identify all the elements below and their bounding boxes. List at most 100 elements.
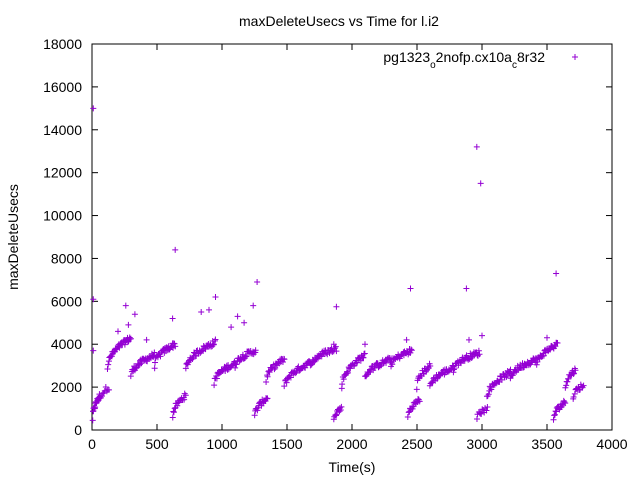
data-point-outlier	[122, 302, 129, 309]
data-point	[580, 382, 587, 389]
data-point	[551, 411, 558, 418]
data-point-outlier	[143, 336, 150, 343]
chart-title: maxDeleteUsecs vs Time for l.i2	[239, 13, 439, 29]
data-point	[172, 343, 179, 350]
data-point	[333, 411, 340, 418]
data-point-outlier	[198, 309, 205, 316]
y-axis-label: maxDeleteUsecs	[5, 184, 21, 290]
y-tick-label: 4000	[51, 336, 82, 352]
data-point	[318, 353, 325, 360]
data-point	[485, 391, 492, 398]
axis-ticks: 0 500 1000 1500 2000 2500 3000 3500 4000 0 2000 400…	[43, 36, 628, 452]
data-point	[554, 340, 561, 347]
data-point	[337, 407, 344, 414]
data-point	[409, 405, 416, 412]
data-point	[361, 350, 368, 357]
y-tick-label: 2000	[51, 379, 82, 395]
data-point	[189, 355, 196, 362]
data-point	[133, 365, 140, 372]
data-point	[479, 406, 486, 413]
y-tick-label: 18000	[43, 36, 82, 52]
data-point	[553, 408, 560, 415]
data-point	[182, 392, 189, 399]
data-point-outlier	[90, 347, 97, 354]
data-point	[551, 412, 558, 419]
data-point	[171, 405, 178, 412]
y-tick-label: 16000	[43, 79, 82, 95]
data-points	[89, 105, 587, 424]
data-point	[473, 416, 480, 423]
data-point	[105, 361, 112, 368]
data-point-outlier	[333, 303, 340, 310]
data-point	[211, 382, 218, 389]
data-point	[243, 353, 250, 360]
data-point-outlier	[403, 336, 410, 343]
data-point	[416, 398, 423, 405]
x-tick-label: 3000	[466, 436, 497, 452]
data-point	[98, 393, 105, 400]
data-point	[202, 346, 209, 353]
data-point	[408, 346, 415, 353]
legend-entry-label: pg1323o2nofp.cx10ac8r32	[383, 49, 545, 71]
data-point-outlier	[206, 306, 212, 313]
data-point	[293, 369, 300, 376]
data-point-outlier	[234, 313, 241, 320]
data-point	[563, 382, 570, 389]
data-point	[168, 343, 175, 350]
data-point	[570, 394, 577, 401]
data-point	[468, 354, 475, 361]
data-point	[210, 341, 217, 348]
data-point-outlier	[90, 296, 97, 303]
data-point	[540, 352, 547, 359]
y-tick-label: 6000	[51, 293, 82, 309]
data-point	[213, 375, 220, 382]
data-point	[313, 356, 320, 363]
data-point	[389, 361, 396, 368]
data-point	[275, 359, 282, 366]
data-point	[434, 375, 441, 382]
data-point-outlier	[90, 105, 97, 112]
data-point	[562, 400, 569, 407]
plot-frame	[91, 43, 613, 431]
y-tick-label: 12000	[43, 165, 82, 181]
data-point	[89, 417, 96, 424]
data-point	[152, 359, 159, 366]
x-tick-label: 1000	[206, 436, 237, 452]
data-point	[527, 361, 534, 368]
data-point	[476, 351, 483, 358]
data-point	[104, 366, 111, 373]
data-point	[263, 379, 270, 386]
data-point	[127, 335, 134, 342]
data-point	[292, 370, 299, 377]
data-point	[550, 416, 557, 423]
data-point	[252, 347, 259, 354]
data-point	[181, 396, 188, 403]
data-point	[121, 341, 128, 348]
legend: pg1323o2nofp.cx10ac8r32	[383, 49, 578, 71]
data-point	[357, 357, 364, 364]
data-point	[264, 395, 271, 402]
data-point	[199, 347, 206, 354]
data-point	[239, 351, 246, 358]
data-point	[151, 349, 158, 356]
data-point	[174, 402, 181, 409]
data-point-outlier	[169, 315, 176, 322]
data-point	[570, 370, 577, 377]
y-tick-label: 8000	[51, 250, 82, 266]
y-tick-label: 0	[74, 422, 82, 438]
data-point-outlier	[131, 311, 138, 318]
data-point	[533, 361, 540, 368]
data-point	[371, 365, 378, 372]
data-point	[413, 386, 420, 393]
data-point	[340, 376, 347, 383]
data-point-outlier	[115, 328, 121, 335]
data-point	[427, 363, 434, 370]
data-point	[212, 336, 219, 343]
data-point	[571, 370, 578, 377]
data-point	[565, 375, 572, 382]
legend-marker-plus	[572, 54, 578, 60]
data-point	[157, 353, 164, 360]
x-tick-label: 500	[145, 436, 169, 452]
data-point	[408, 347, 415, 354]
data-point	[279, 358, 286, 365]
